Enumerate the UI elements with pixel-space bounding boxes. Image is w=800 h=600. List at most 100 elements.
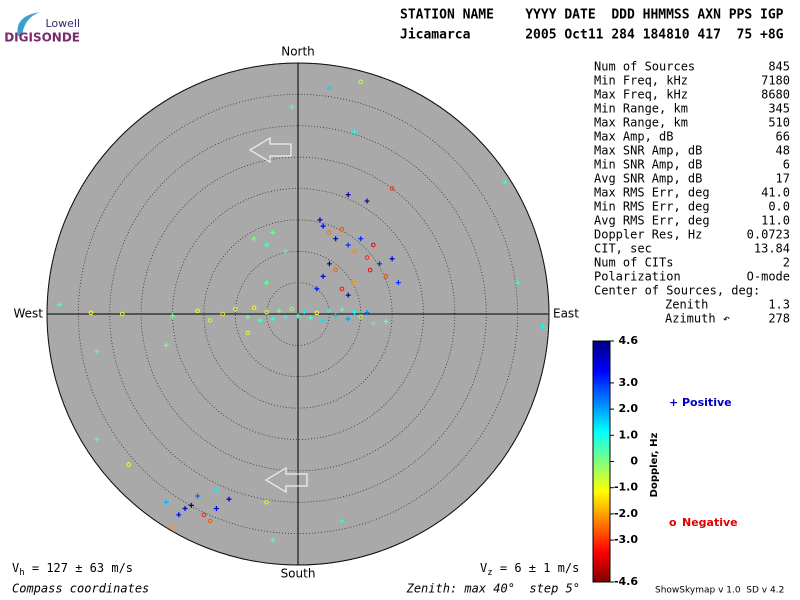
source-positive (289, 104, 295, 110)
stat-label: Max SNR Amp, dB (594, 144, 702, 158)
header-values: Jicamarca 2005 Oct11 284 184810 417 75 +… (400, 28, 784, 43)
source-positive (345, 242, 351, 248)
legend-positive: Positive (682, 396, 732, 409)
stat-label: Max RMS Err, deg (594, 186, 710, 200)
stat-value: 48 (776, 144, 790, 158)
logo-line2: DIGISONDE (4, 31, 80, 45)
source-negative (358, 314, 364, 319)
source-negative (367, 267, 373, 273)
colorbar-tick-label: 1.0 (619, 428, 639, 441)
source-positive (395, 280, 401, 286)
source-positive (515, 280, 521, 286)
source-positive (163, 342, 169, 348)
colorbar (592, 340, 611, 583)
header-labels: STATION NAME YYYY DATE DDD HHMMSS AXN PP… (400, 8, 784, 23)
legend-negative: Negative (682, 516, 738, 529)
stat-label: Min Range, km (594, 102, 688, 116)
stat-label: Avg RMS Err, deg (594, 214, 710, 228)
source-positive (540, 324, 546, 330)
stat-value: 0.0723 (747, 228, 790, 242)
source-positive (176, 512, 182, 518)
colorbar-tick-label: 0 (630, 455, 638, 468)
stat-value: 66 (776, 130, 790, 144)
source-positive (270, 316, 276, 322)
source-positive (326, 261, 332, 267)
source-positive (351, 129, 357, 135)
stat-value: 2 (783, 256, 790, 270)
vh-sub: h (19, 568, 24, 578)
source-positive (345, 292, 351, 298)
drift-arrow (264, 466, 308, 494)
source-positive (345, 316, 351, 322)
stat-value: 41.0 (761, 186, 790, 200)
version: ShowSkymap v 1.0 SD v 4.2 (655, 586, 784, 596)
center-value: 1.3 (768, 298, 790, 312)
source-positive (57, 302, 63, 308)
source-negative (251, 305, 257, 311)
source-positive (377, 261, 383, 267)
legend-positive-symbol: + (669, 396, 678, 409)
source-negative (88, 310, 94, 316)
source-positive (370, 320, 376, 326)
colorbar-tick-label: -2.0 (614, 507, 638, 520)
source-positive (314, 286, 320, 292)
vz-symbol: V (480, 561, 487, 575)
colorbar-tick-label: 3.0 (619, 376, 639, 389)
source-negative (232, 306, 238, 312)
source-positive (333, 236, 339, 242)
stat-label: Min Freq, kHz (594, 74, 688, 88)
source-positive (282, 314, 288, 320)
source-negative (264, 499, 269, 505)
source-positive (364, 310, 370, 316)
source-positive (320, 317, 326, 323)
colorbar-label: Doppler, Hz (649, 433, 660, 498)
logo: Lowell DIGISONDE (4, 12, 80, 45)
center-label: Zenith (665, 298, 708, 312)
source-negative (207, 317, 213, 323)
source-negative (352, 248, 357, 254)
colorbar-tick-label: -1.0 (614, 481, 638, 494)
stat-value: 11.0 (761, 214, 790, 228)
source-positive (389, 256, 395, 262)
source-negative (327, 230, 332, 235)
stat-label: Num of CITs (594, 256, 673, 270)
source-negative (289, 306, 295, 312)
source-positive (295, 313, 301, 319)
source-positive (163, 499, 169, 505)
coords-note: Compass coordinates (12, 582, 149, 596)
source-positive (195, 493, 201, 499)
stat-label: Min SNR Amp, dB (594, 158, 702, 172)
vz-sub: z (487, 568, 492, 578)
source-negative (358, 79, 364, 85)
source-positive (226, 496, 232, 502)
stat-value: 0.0 (768, 200, 790, 214)
source-negative (195, 308, 200, 314)
source-negative (314, 310, 320, 316)
source-positive (320, 223, 326, 229)
east-label: East (553, 307, 579, 321)
stat-label: Doppler Res, Hz (594, 228, 702, 242)
west-label: West (13, 307, 43, 321)
source-positive (264, 242, 270, 248)
source-negative (264, 309, 269, 315)
source-positive (351, 309, 357, 315)
source-positive (188, 502, 194, 508)
source-positive (364, 198, 370, 204)
logo-swoosh (17, 12, 40, 36)
source-positive (270, 229, 276, 235)
vh-text: = 127 ± 63 m/s (25, 561, 133, 575)
source-positive (326, 308, 332, 314)
stat-value: 17 (776, 172, 790, 186)
source-negative (201, 512, 207, 518)
source-positive (308, 315, 314, 321)
stat-value: 8680 (761, 88, 790, 102)
source-positive (182, 506, 188, 512)
source-positive (213, 506, 219, 512)
center-title: Center of Sources, deg: (594, 284, 760, 298)
source-negative (383, 274, 389, 279)
stat-value: 13.84 (754, 242, 790, 256)
source-positive (339, 518, 345, 524)
colorbar-tick-label: -4.6 (614, 575, 638, 588)
source-negative (371, 242, 376, 248)
